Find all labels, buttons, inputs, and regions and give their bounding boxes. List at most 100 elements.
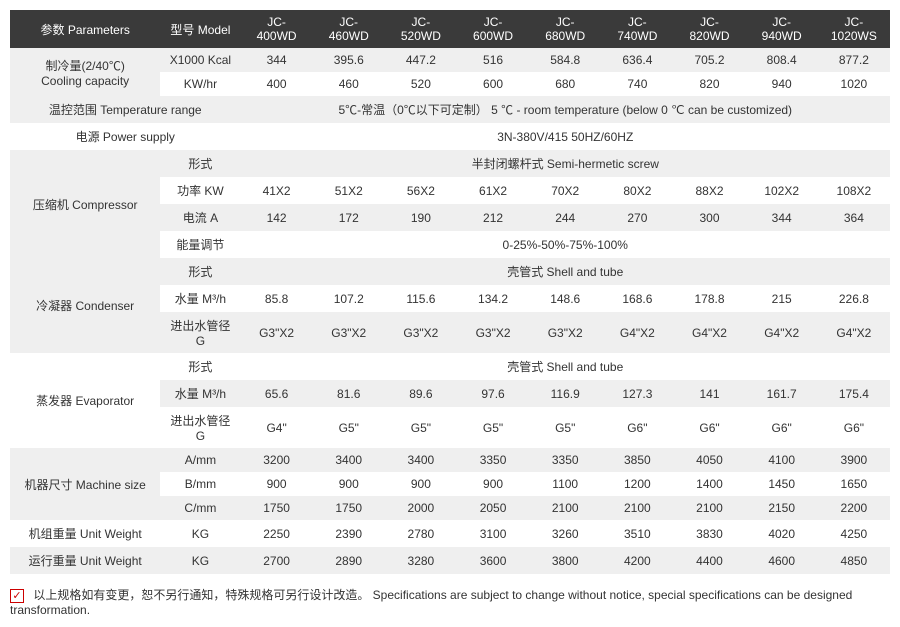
data-cell: 1200 [601,472,673,496]
data-cell: 584.8 [529,48,601,72]
data-cell: 900 [385,472,457,496]
data-cell: 520 [385,72,457,96]
check-icon: ✓ [10,589,24,603]
data-cell: G4"X2 [746,312,818,353]
data-cell: 3260 [529,520,601,547]
data-cell: G6" [673,407,745,448]
data-cell: 1750 [241,496,313,520]
sub-label: 进出水管径 G [160,312,240,353]
table-row: 蒸发器 Evaporator形式壳管式 Shell and tube [10,353,890,380]
table-row: 电源 Power supply3N-380V/415 50HZ/60HZ [10,123,890,150]
data-cell: 116.9 [529,380,601,407]
data-cell: 1400 [673,472,745,496]
data-cell: 115.6 [385,285,457,312]
header-parameters: 参数 Parameters [10,10,160,48]
data-cell: 1750 [313,496,385,520]
data-cell: 636.4 [601,48,673,72]
group-label: 制冷量(2/40℃) Cooling capacity [10,48,160,96]
data-cell: G5" [529,407,601,448]
sub-label: A/mm [160,448,240,472]
data-cell: 172 [313,204,385,231]
table-row: 压缩机 Compressor形式半封闭螺杆式 Semi-hermetic scr… [10,150,890,177]
data-cell: 3510 [601,520,673,547]
sub-label: 水量 M³/h [160,285,240,312]
span-value: 壳管式 Shell and tube [241,353,891,380]
data-cell: 1100 [529,472,601,496]
data-cell: 1450 [746,472,818,496]
header-model-3: JC-600WD [457,10,529,48]
span-value: 3N-380V/415 50HZ/60HZ [241,123,891,150]
data-cell: 65.6 [241,380,313,407]
data-cell: 3350 [457,448,529,472]
span-value: 5℃-常温（0℃以下可定制） 5 ℃ - room temperature (b… [241,96,891,123]
data-cell: G4"X2 [818,312,890,353]
data-cell: 51X2 [313,177,385,204]
data-cell: 141 [673,380,745,407]
data-cell: 61X2 [457,177,529,204]
data-cell: 3400 [385,448,457,472]
data-cell: 88X2 [673,177,745,204]
data-cell: 4400 [673,547,745,574]
data-cell: 70X2 [529,177,601,204]
group-label: 温控范围 Temperature range [10,96,241,123]
sub-label: KG [160,520,240,547]
data-cell: 142 [241,204,313,231]
header-model-4: JC-680WD [529,10,601,48]
group-label: 机器尺寸 Machine size [10,448,160,520]
header-model: 型号 Model [160,10,240,48]
group-label: 运行重量 Unit Weight [10,547,160,574]
sub-label: 进出水管径 G [160,407,240,448]
data-cell: 395.6 [313,48,385,72]
data-cell: 447.2 [385,48,457,72]
group-label: 蒸发器 Evaporator [10,353,160,448]
data-cell: 226.8 [818,285,890,312]
data-cell: 364 [818,204,890,231]
table-body: 制冷量(2/40℃) Cooling capacityX1000 Kcal344… [10,48,890,574]
span-value: 半封闭螺杆式 Semi-hermetic screw [241,150,891,177]
sub-label: 功率 KW [160,177,240,204]
span-value: 0-25%-50%-75%-100% [241,231,891,258]
data-cell: 168.6 [601,285,673,312]
data-cell: 344 [241,48,313,72]
data-cell: 3830 [673,520,745,547]
data-cell: 41X2 [241,177,313,204]
group-label: 冷凝器 Condenser [10,258,160,353]
data-cell: 940 [746,72,818,96]
data-cell: 740 [601,72,673,96]
data-cell: 4250 [818,520,890,547]
table-row: 机组重量 Unit WeightKG2250239027803100326035… [10,520,890,547]
data-cell: 3350 [529,448,601,472]
group-label: 电源 Power supply [10,123,241,150]
data-cell: 190 [385,204,457,231]
spec-table: 参数 Parameters型号 ModelJC-400WDJC-460WDJC-… [10,10,890,574]
data-cell: G4"X2 [601,312,673,353]
data-cell: 4020 [746,520,818,547]
header-model-2: JC-520WD [385,10,457,48]
header-model-6: JC-820WD [673,10,745,48]
data-cell: 4100 [746,448,818,472]
data-cell: 4850 [818,547,890,574]
data-cell: 2100 [529,496,601,520]
data-cell: 2100 [673,496,745,520]
data-cell: 3850 [601,448,673,472]
data-cell: G3"X2 [457,312,529,353]
data-cell: 2050 [457,496,529,520]
data-cell: 877.2 [818,48,890,72]
data-cell: G5" [457,407,529,448]
data-cell: 400 [241,72,313,96]
data-cell: 900 [457,472,529,496]
sub-label: 形式 [160,353,240,380]
sub-label: 形式 [160,150,240,177]
data-cell: 3200 [241,448,313,472]
sub-label: 能量调节 [160,231,240,258]
data-cell: 2390 [313,520,385,547]
group-label: 压缩机 Compressor [10,150,160,258]
data-cell: 820 [673,72,745,96]
data-cell: 2000 [385,496,457,520]
data-cell: 900 [241,472,313,496]
data-cell: 2890 [313,547,385,574]
data-cell: 80X2 [601,177,673,204]
header-model-0: JC-400WD [241,10,313,48]
data-cell: 108X2 [818,177,890,204]
data-cell: 3600 [457,547,529,574]
